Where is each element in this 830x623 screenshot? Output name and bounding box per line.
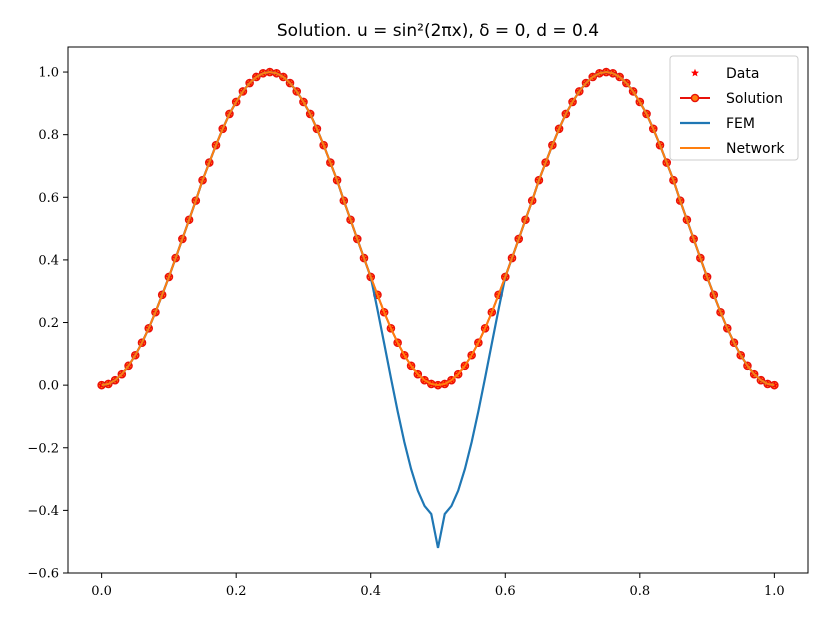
- legend-label: Data: [726, 66, 759, 82]
- x-tick-label: 0.8: [629, 584, 650, 599]
- legend-swatch-data: [691, 68, 699, 77]
- y-tick-label: 0.8: [38, 128, 59, 143]
- x-tick-label: 0.4: [360, 584, 381, 599]
- y-axis: −0.6 −0.4 −0.2 0.0 0.2 0.4 0.6 0.8 1.0: [27, 66, 68, 582]
- y-tick-label: 0.4: [38, 253, 59, 268]
- legend-label: Solution: [726, 91, 783, 107]
- x-axis: 0.0 0.2 0.4 0.6 0.8 1.0: [91, 573, 785, 599]
- x-tick-label: 1.0: [764, 584, 785, 599]
- legend-label: FEM: [726, 116, 755, 132]
- series-line-network: [101, 71, 775, 387]
- x-tick-label: 0.6: [495, 584, 516, 599]
- y-tick-label: 0.2: [38, 316, 59, 331]
- legend-box: [669, 55, 799, 161]
- y-tick-label: 0.6: [38, 191, 59, 206]
- legend-label: Network: [726, 141, 785, 157]
- chart-title: Solution. u = sin²(2πx), δ = 0, d = 0.4: [277, 21, 599, 41]
- plot-area: [97, 67, 779, 549]
- y-tick-label: 0.0: [38, 379, 59, 394]
- axes-frame: [67, 46, 809, 574]
- x-tick-label: 0.2: [226, 584, 247, 599]
- y-tick-label: −0.6: [27, 567, 59, 582]
- y-tick-label: 1.0: [38, 66, 59, 81]
- y-tick-label: −0.4: [27, 504, 59, 519]
- legend-marker-solution: [690, 93, 700, 103]
- legend: Data Solution FEM Network: [669, 55, 799, 161]
- x-tick-label: 0.0: [91, 584, 112, 599]
- y-tick-label: −0.2: [27, 441, 59, 456]
